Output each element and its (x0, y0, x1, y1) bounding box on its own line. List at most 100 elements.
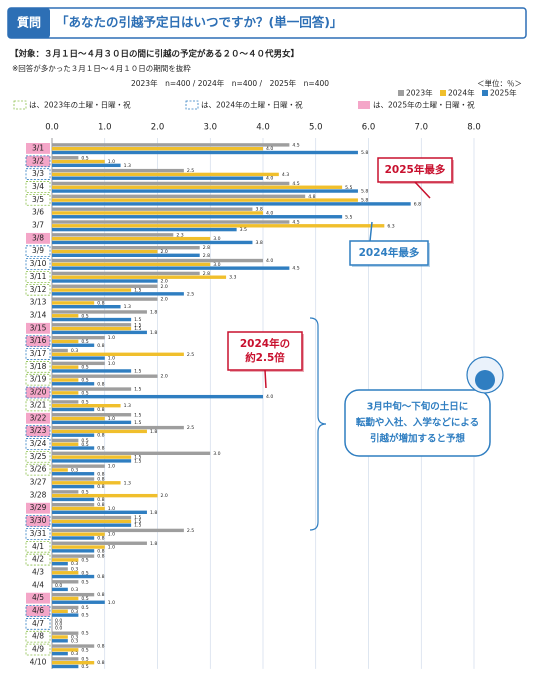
value-label: 0.5 (81, 378, 88, 384)
bar (52, 284, 158, 288)
bar (52, 143, 290, 147)
x-tick-label: 6.0 (362, 123, 376, 133)
value-label: 0.5 (81, 605, 88, 611)
value-label: 2.8 (203, 245, 210, 251)
annotation-text: 2024年の (240, 337, 290, 350)
bar (52, 404, 121, 408)
bar (52, 330, 147, 335)
bar (52, 220, 290, 224)
y-tick-label: 4/1 (32, 542, 44, 551)
holiday-box (26, 502, 50, 514)
value-label: 0.5 (81, 155, 88, 161)
bar (52, 587, 68, 592)
value-label: 1.5 (134, 387, 141, 393)
value-label: 0.3 (71, 638, 78, 644)
bar (52, 407, 95, 412)
value-label: 0.5 (81, 656, 88, 662)
bar (52, 472, 95, 476)
bar (52, 429, 147, 434)
value-label: 1.5 (134, 288, 141, 294)
legend-label: 2025年 (490, 88, 517, 98)
bar (52, 181, 290, 186)
bar (52, 168, 184, 173)
holiday-box (25, 258, 51, 270)
bar (52, 468, 68, 472)
value-label: 2.5 (187, 168, 194, 174)
holiday-box (25, 386, 51, 399)
holiday-legend-label: は、2024年の土曜・日曜・祝 (201, 100, 303, 110)
holiday-box (25, 399, 51, 412)
value-label: 1.5 (134, 458, 141, 464)
note: ※回答が多かった３月１日～４月１０日の期間を抜粋 (12, 63, 191, 73)
bar (52, 416, 105, 421)
value-label: 0.8 (97, 574, 104, 580)
bar (52, 571, 79, 575)
y-tick-label: 3/15 (30, 323, 47, 332)
bar (52, 305, 121, 309)
bar (52, 477, 95, 481)
value-label: 1.3 (124, 480, 131, 486)
y-tick-label: 3/7 (32, 221, 44, 230)
holiday-box (26, 425, 50, 437)
y-tick-label: 4/6 (32, 606, 44, 615)
bar (52, 348, 68, 353)
bar (52, 510, 147, 514)
bar (52, 215, 343, 219)
value-label: 4.5 (292, 220, 299, 226)
annotation-pointer (414, 181, 431, 199)
value-label: 1.0 (108, 532, 115, 538)
bar (52, 438, 79, 443)
y-tick-label: 3/16 (30, 336, 47, 345)
value-label: 0.5 (81, 570, 88, 576)
value-label: 4.0 (266, 176, 273, 182)
y-tick-label: 3/12 (30, 285, 47, 294)
sample: 2023年 n=400 / 2024年 n=400 / 2025年 n=400 (131, 78, 329, 88)
x-tick-label: 4.0 (256, 123, 270, 133)
x-tick-label: 5.0 (309, 123, 323, 133)
value-label: 1.8 (150, 309, 157, 315)
bar (52, 301, 95, 305)
value-label: 2.5 (187, 528, 194, 534)
bar (52, 523, 132, 527)
value-label: 3.0 (213, 262, 220, 268)
bar (52, 554, 95, 558)
bar (52, 356, 105, 360)
value-label: 4.0 (266, 394, 273, 400)
bar (52, 365, 79, 369)
value-label: 0.3 (71, 651, 78, 657)
value-label: 1.0 (108, 506, 115, 512)
value-label: 2.8 (203, 253, 210, 259)
holiday-box (25, 193, 51, 206)
value-label: 0.3 (71, 609, 78, 615)
holiday-box (25, 605, 51, 617)
value-label: 0.5 (81, 613, 88, 619)
bar (52, 464, 105, 468)
value-label: 2.8 (203, 271, 210, 277)
bar (52, 189, 358, 193)
value-label: 1.5 (134, 317, 141, 323)
bar (52, 446, 95, 450)
value-label: 5.8 (361, 198, 368, 204)
value-label: 4.5 (292, 181, 299, 187)
value-label: 0.3 (71, 566, 78, 572)
bar (52, 528, 184, 533)
holiday-box (25, 643, 51, 656)
bar (52, 185, 343, 189)
y-tick-label: 4/10 (30, 657, 47, 666)
value-label: 1.5 (134, 322, 141, 328)
value-label: 0.8 (97, 502, 104, 508)
bar (52, 323, 132, 327)
value-label: 0.5 (81, 365, 88, 371)
holiday-box (26, 335, 50, 347)
annotation-text: 引越が増加すると予想 (370, 433, 466, 445)
value-label: 1.5 (134, 326, 141, 332)
bar (52, 292, 184, 296)
bar (52, 211, 263, 215)
legend-swatch (440, 90, 446, 96)
holiday-legend-label: は、2025年の土曜・日曜・祝 (373, 100, 475, 110)
y-tick-label: 3/4 (32, 182, 44, 191)
bar (52, 451, 211, 455)
y-tick-label: 4/7 (32, 619, 44, 628)
value-label: 0.5 (81, 664, 88, 670)
value-label: 2.5 (187, 425, 194, 431)
